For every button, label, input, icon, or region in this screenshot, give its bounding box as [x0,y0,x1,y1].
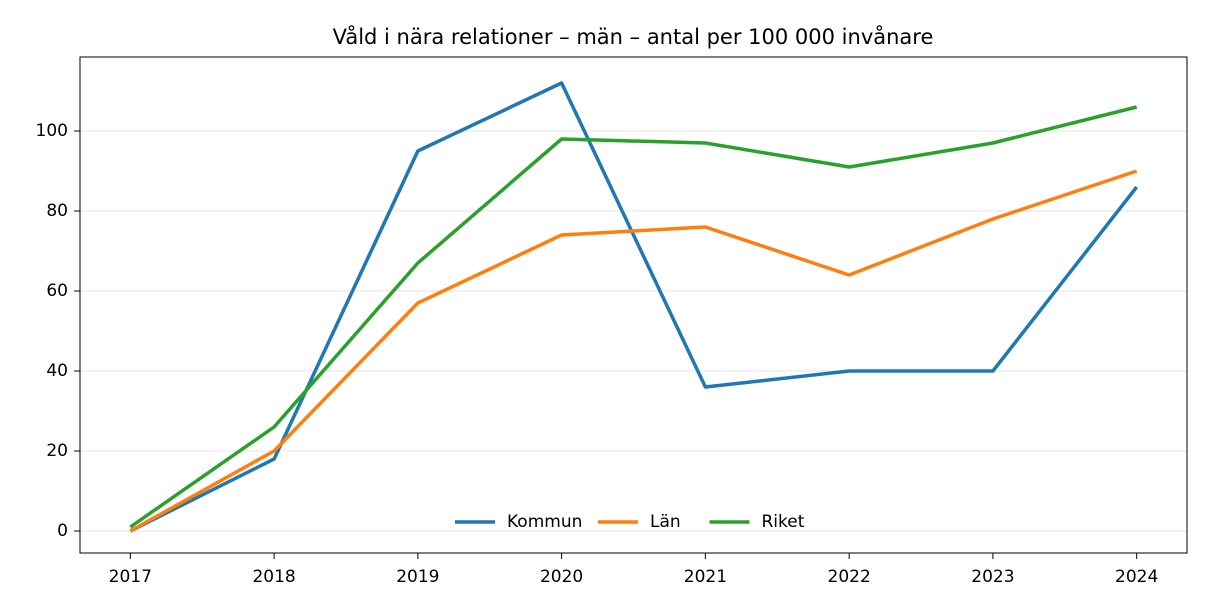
line-series [129,169,1138,533]
y-tick-label: 0 [57,521,68,541]
y-tick-label: 20 [46,441,68,461]
x-tick-label: 2020 [540,567,583,587]
chart-title: Våld i nära relationer – män – antal per… [333,24,934,49]
line-series [129,105,1138,529]
y-tick-label: 80 [46,201,68,221]
legend-label: Riket [762,512,805,532]
y-tick-label: 60 [46,281,68,301]
x-tick-label: 2019 [396,567,439,587]
legend-label: Län [650,512,681,532]
y-tick-label: 100 [36,121,68,141]
line-series [129,81,1139,533]
x-tick-label: 2018 [252,567,295,587]
x-tick-label: 2021 [684,567,727,587]
x-tick-label: 2023 [971,567,1014,587]
x-tick-label: 2017 [109,567,152,587]
y-tick-label: 40 [46,361,68,381]
x-tick-label: 2024 [1115,567,1158,587]
x-tick-label: 2022 [828,567,871,587]
plot-frame [79,56,1188,554]
legend-label: Kommun [507,512,582,532]
